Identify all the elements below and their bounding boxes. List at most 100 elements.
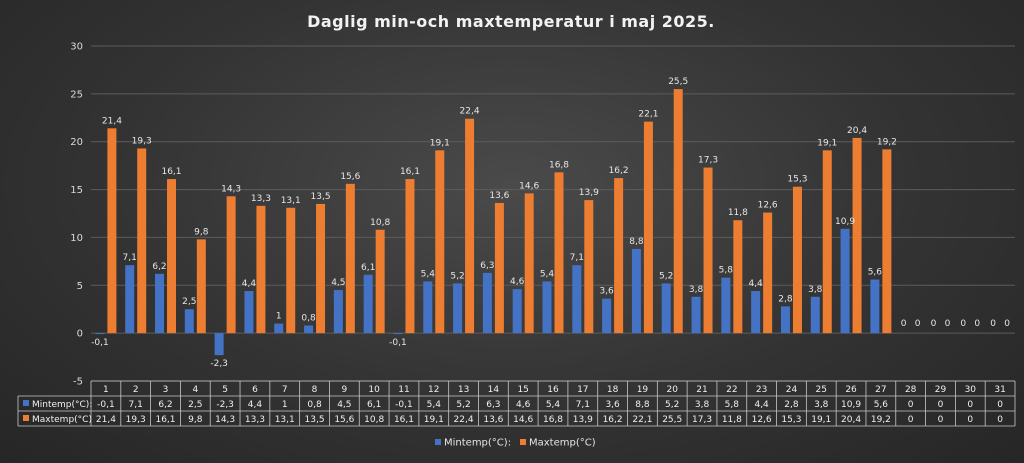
min-temp-bar — [214, 333, 224, 356]
max-temp-bar — [286, 207, 296, 334]
min-temp-label: 3,8 — [808, 285, 823, 295]
max-temp-label: 0 — [945, 319, 951, 329]
bars — [95, 89, 892, 356]
max-temp-bar — [614, 178, 624, 334]
min-temp-label: 5,6 — [868, 268, 883, 278]
min-temp-label: 0 — [990, 319, 996, 329]
min-temp-bar — [155, 273, 165, 334]
min-temp-bar — [512, 289, 522, 334]
max-temp-bar — [465, 118, 475, 334]
min-temp-label: 7,1 — [123, 253, 137, 263]
table-value-cell: 2,5 — [188, 400, 202, 410]
table-value-cell: 19,3 — [126, 415, 146, 425]
min-temp-label: -0,1 — [91, 338, 109, 348]
table-value-cell: 16,8 — [543, 415, 563, 425]
min-temp-bar — [423, 281, 433, 334]
max-temp-bar — [643, 121, 653, 334]
table-value-cell: 5,2 — [665, 400, 679, 410]
y-tick-label: 10 — [70, 233, 83, 244]
table-row-label: Maxtemp(°C) — [32, 415, 92, 425]
min-temp-label: 5,4 — [540, 269, 555, 279]
min-temp-label: -2,3 — [210, 359, 228, 369]
max-temp-label: 19,1 — [430, 138, 450, 148]
max-temp-label: 22,4 — [460, 107, 480, 117]
min-temp-label: 0 — [960, 319, 966, 329]
y-tick-label: 5 — [77, 281, 83, 292]
table-value-cell: 3,8 — [695, 400, 710, 410]
max-temp-bar — [256, 205, 266, 334]
table-value-cell: -0,1 — [97, 400, 115, 410]
max-temp-bar — [435, 150, 445, 334]
min-temp-label: 4,6 — [510, 277, 525, 287]
data-table: 1 2 3 4 5 6 7 8 9 10 11 12 13 14 15 16 17 18 19 20 21 22 23 24 2… — [17, 380, 1016, 427]
max-temp-label: 13,6 — [489, 191, 509, 201]
min-temp-label: 2,8 — [778, 294, 793, 304]
min-temp-bar — [631, 248, 641, 334]
table-day-cell: 30 — [965, 385, 977, 395]
legend-label-max: Maxtemp(°C) — [529, 438, 596, 449]
table-value-cell: 0 — [997, 415, 1003, 425]
table-value-cell: 6,2 — [158, 400, 172, 410]
y-tick-label: 15 — [70, 185, 83, 196]
table-value-cell: 0 — [967, 400, 973, 410]
max-temp-bar — [107, 128, 117, 334]
legend: Mintemp(°C): Maxtemp(°C) — [435, 438, 596, 449]
table-day-cell: 5 — [222, 385, 228, 395]
min-temp-bar — [840, 228, 850, 334]
max-temp-bar — [167, 179, 177, 334]
table-day-cell: 31 — [994, 385, 1005, 395]
table-value-cell: 10,8 — [364, 415, 384, 425]
max-temp-bar — [733, 220, 743, 334]
table-value-cell: 0 — [908, 415, 914, 425]
y-tick-label: 0 — [77, 329, 83, 340]
max-temp-label: 0 — [915, 319, 921, 329]
min-temp-bar — [184, 309, 194, 334]
max-temp-label: 20,4 — [847, 126, 867, 136]
table-value-cell: 0 — [908, 400, 914, 410]
max-temp-bar — [673, 89, 683, 334]
table-value-cell: 5,4 — [427, 400, 442, 410]
max-temp-label: 21,4 — [102, 116, 122, 126]
table-value-cell: 0 — [967, 415, 973, 425]
table-row-label: Mintemp(°C): — [32, 400, 92, 410]
table-day-cell: 17 — [577, 385, 588, 395]
y-tick-label: 30 — [70, 42, 83, 53]
max-temp-label: 11,8 — [728, 208, 748, 218]
table-value-cell: 5,4 — [546, 400, 561, 410]
table-value-cell: -0,1 — [395, 400, 413, 410]
max-temp-bar — [316, 203, 326, 334]
table-value-cell: 16,1 — [155, 415, 175, 425]
min-temp-bar — [274, 323, 284, 334]
table-day-cell: 9 — [341, 385, 347, 395]
min-temp-bar — [870, 279, 880, 334]
max-temp-bar — [882, 149, 892, 334]
table-value-cell: 2,8 — [784, 400, 799, 410]
max-temp-bar — [494, 202, 504, 334]
min-temp-bar — [453, 283, 463, 334]
table-value-cell: 25,5 — [662, 415, 682, 425]
table-day-cell: 15 — [517, 385, 528, 395]
max-temp-label: 16,8 — [549, 160, 569, 170]
min-temp-label: 5,8 — [719, 266, 734, 276]
table-value-cell: 13,9 — [573, 415, 593, 425]
table-day-cell: 8 — [312, 385, 318, 395]
table-value-cell: 6,1 — [367, 400, 381, 410]
max-temp-bar — [196, 239, 206, 334]
min-temp-bar — [602, 298, 612, 334]
max-temp-label: 16,1 — [161, 167, 181, 177]
max-temp-bar — [584, 200, 594, 334]
min-temp-bar — [572, 265, 582, 334]
max-temp-bar — [226, 196, 236, 334]
max-temp-bar — [554, 172, 564, 334]
max-temp-bar — [345, 183, 355, 334]
table-day-cell: 26 — [845, 385, 857, 395]
table-value-cell: 0 — [997, 400, 1003, 410]
table-value-cell: 5,2 — [456, 400, 470, 410]
table-value-cell: 13,3 — [245, 415, 265, 425]
table-value-cell: 1 — [282, 400, 288, 410]
min-temp-label: 5,2 — [659, 271, 673, 281]
min-temp-label: 8,8 — [629, 237, 644, 247]
table-day-cell: 24 — [786, 385, 798, 395]
table-value-cell: 6,3 — [486, 400, 500, 410]
max-temp-label: 17,3 — [698, 156, 718, 166]
